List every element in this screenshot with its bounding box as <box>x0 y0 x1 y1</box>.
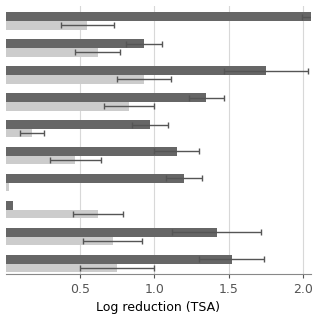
Bar <box>5 174 184 183</box>
Bar <box>5 21 87 30</box>
Bar <box>5 75 144 84</box>
Bar <box>5 263 117 272</box>
Bar <box>5 120 150 129</box>
Bar <box>5 201 13 210</box>
Bar <box>5 102 129 110</box>
Bar <box>5 147 177 156</box>
Bar <box>5 183 9 191</box>
Bar <box>5 129 32 138</box>
X-axis label: Log reduction (TSA): Log reduction (TSA) <box>96 301 220 315</box>
Bar <box>5 48 98 57</box>
Bar <box>5 39 144 48</box>
Bar <box>5 66 266 75</box>
Bar <box>5 255 232 263</box>
Bar <box>5 12 310 21</box>
Bar <box>5 210 98 218</box>
Bar <box>5 228 217 236</box>
Bar <box>5 236 113 245</box>
Bar <box>5 156 76 164</box>
Bar <box>5 93 206 102</box>
